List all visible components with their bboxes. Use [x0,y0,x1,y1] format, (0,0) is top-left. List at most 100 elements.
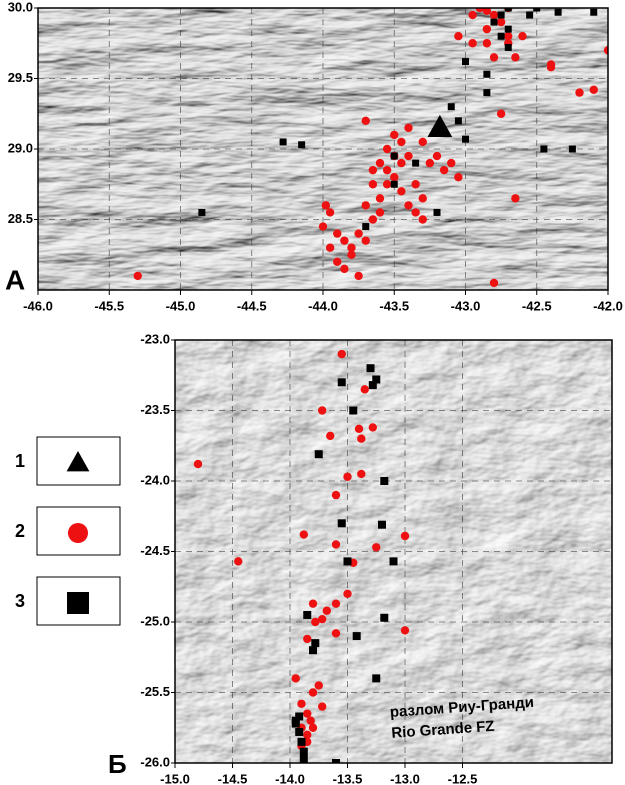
x-tick-label: -42.0 [593,298,623,313]
data-point [439,165,449,175]
data-point [303,730,312,739]
data-point [309,646,317,655]
legend-label: 3 [15,591,25,611]
data-point [354,424,364,434]
legend-marker [67,592,89,614]
data-point [337,378,346,387]
data-point [427,114,453,137]
y-tick-label: 29.0 [8,140,33,155]
data-point [397,158,406,168]
x-tick-label: -42.5 [522,298,552,313]
data-point [454,173,463,182]
data-point [340,236,349,245]
data-point [331,540,341,549]
data-point [318,614,327,624]
data-point [575,88,584,97]
legend-marker [66,451,90,472]
data-point [603,46,608,55]
data-point [354,229,363,238]
y-tick-label: -23.0 [140,331,170,346]
data-point [447,158,456,168]
data-point [433,208,441,216]
y-tick-label: 28.5 [8,211,33,226]
data-point [362,223,370,231]
data-point [504,8,512,12]
data-point [354,271,363,281]
data-point [331,490,341,500]
data-point [234,557,243,566]
data-point [482,39,492,48]
data-point [291,716,300,725]
data-point [504,43,512,51]
legend-label: 1 [15,451,25,471]
data-point [511,53,520,62]
data-point [343,557,352,566]
data-point [368,165,378,175]
panel-label: А [5,264,25,295]
data-point [404,201,413,210]
data-point [400,626,410,635]
data-point [308,688,318,697]
data-point [366,364,375,373]
data-point [361,236,370,245]
data-point [311,617,320,627]
plot-frame [174,339,613,764]
data-point [482,8,492,16]
y-tick-label: 30.0 [8,0,33,14]
x-tick-label: -45.5 [94,298,124,313]
data-point [397,187,406,196]
data-point [297,699,306,708]
data-point [318,702,327,711]
data-point [454,117,462,125]
data-point [308,723,318,732]
data-point [295,727,304,736]
data-point [380,613,389,622]
data-point [295,712,304,721]
data-point [321,201,331,210]
data-point [331,629,341,638]
data-point [590,8,598,16]
data-point [462,135,469,143]
y-tick-label: -26.0 [140,754,170,769]
data-point [382,180,392,189]
data-point [303,610,312,619]
data-point [318,222,328,231]
data-point [368,423,377,432]
data-point [279,138,287,146]
data-point [483,89,491,97]
data-point [368,381,377,390]
data-point [382,165,392,175]
data-point [303,634,312,644]
x-tick-label: -14.5 [218,771,248,785]
data-point [375,208,385,217]
data-point [540,145,548,153]
data-point [375,158,385,168]
data-point [554,8,562,16]
data-point [496,109,506,118]
data-point [390,180,398,188]
data-point [568,145,576,153]
data-point [504,32,513,41]
data-point [372,543,381,552]
data-point [489,278,499,288]
data-point [347,243,356,252]
data-point [390,130,399,140]
data-point [198,208,206,216]
data-point [475,8,484,13]
x-tick-label: -12.5 [448,771,478,785]
data-point [504,25,512,33]
data-point [333,229,342,238]
data-point [306,716,315,725]
data-point [489,10,499,20]
data-point [333,257,342,266]
data-point [349,406,358,415]
data-point [447,103,455,111]
data-point [314,681,323,690]
x-tick-label: -13.0 [390,771,420,785]
data-point [322,606,331,615]
data-point [382,144,392,154]
y-tick-label: -23.5 [140,402,170,417]
legend-marker [68,523,88,543]
y-tick-label: -24.5 [140,543,170,558]
